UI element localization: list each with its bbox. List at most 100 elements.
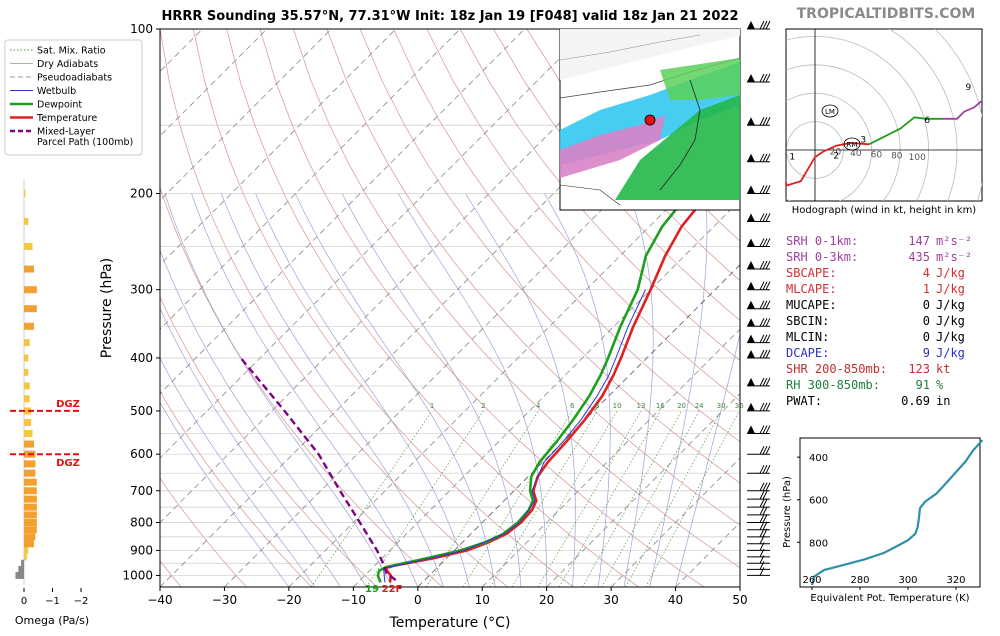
isotherm-line [160,29,719,587]
isotherm-line [160,29,525,395]
isotherm-line [160,29,590,459]
x-tick-label: 20 [539,593,554,607]
isotherm-line [288,135,740,587]
wind-barb-flag [765,482,771,492]
wind-barb-flag [762,73,768,83]
wind-barb [747,185,771,194]
wind-barb [747,542,770,551]
wind-barb-flag [759,73,765,83]
pseudoadiabat-line [164,193,393,587]
wind-barb-flag [759,281,765,290]
wind-barb-pennant [747,117,755,126]
pseudoadiabat-line [465,193,576,587]
wind-barb [747,498,770,508]
wind-barb-flag [765,445,771,455]
wind-barb-flag [759,542,765,551]
wind-barb-pennant [747,73,755,82]
wind-barb-flag [759,402,765,412]
wind-barb-pennant [747,238,755,247]
index-unit: J/kg [936,330,965,344]
skewt-frame [159,28,741,588]
wind-barb-flag [762,213,768,222]
index-value: 91 [916,378,930,392]
wind-barb-flag [759,521,765,530]
wind-barb [747,213,771,222]
wind-barb-flag [762,349,768,359]
index-label: PWAT: [786,394,822,408]
skewt-ylabel: Pressure (hPa) [99,258,115,358]
omega-bar [24,511,37,519]
mixing-ratio-label: 30 [717,402,726,410]
wind-barb-pennant [747,425,755,434]
legend-label: Dry Adiabats [37,59,98,70]
wind-barb [747,318,771,327]
wind-barbs [747,20,771,576]
theta-e-ylabel: Pressure (hPa) [782,476,793,548]
omega-bar [24,395,30,403]
omega-bar [24,242,33,250]
location-map [559,28,741,211]
wind-barb-flag [762,490,768,500]
wind-barb-flag [762,116,768,126]
omega-bar [24,518,37,526]
hodograph-height-label: 1 [789,153,795,163]
index-label: MLCAPE: [786,282,837,296]
index-unit: J/kg [936,314,965,328]
index-unit: J/kg [936,298,965,312]
mixing-ratio-line [489,410,598,587]
wind-barb-flag [759,185,765,194]
brand-logo[interactable]: TROPICALTIDBITS.COM [797,6,976,22]
dry-adiabat-line [426,29,740,402]
omega-bar [24,368,29,376]
wind-barb-flag [765,238,771,247]
mixing-ratio-line [537,410,642,587]
wind-barb [747,20,771,30]
hodograph-ring-label: 20 [830,147,842,157]
theta-e-panel: 260 280 300 320 400 600 800 Equivalent Pot. Te… [782,437,984,604]
index-unit: J/kg [936,346,965,360]
wind-barb-flag [765,281,771,290]
omega-bar [24,322,34,330]
wind-barb-pennant [747,153,755,162]
wind-barb-flag [765,300,771,309]
wind-barb-flag [765,73,771,83]
wind-barb-flag [762,506,768,516]
pseudoadiabat-line [675,332,740,587]
legend-label: Pseudoadiabats [37,73,112,84]
index-label: RH 300-850mb: [786,378,880,392]
index-value: 9 [923,346,930,360]
x-tick-label: 40 [668,593,683,607]
index-value: 1 [923,282,930,296]
mixing-ratio-label: 24 [695,402,704,410]
index-value: 147 [908,234,930,248]
wind-barb-flag [759,506,765,516]
isotherm-line [481,328,740,587]
wind-barb-flag [759,300,765,309]
wind-barb [747,402,771,412]
wind-barb-pennant [747,377,755,386]
mixing-ratio-label: 6 [570,402,575,410]
dry-adiabat-line [293,29,740,569]
omega-bar [24,265,34,273]
isotherm-line [224,70,740,587]
mixing-ratio-label: 13 [637,402,646,410]
wind-barb-flag [759,514,765,523]
wind-barb-flag [759,377,765,387]
wind-barb-flag [765,116,771,126]
wind-barb [747,260,771,270]
wind-barb-flag [762,482,768,492]
wind-barb-flag [765,260,771,270]
index-unit: m²s⁻² [936,234,972,248]
pseudoadiabat-line [160,357,315,587]
profile-wetbulb [383,289,646,583]
wind-barb-flag [762,281,768,290]
wind-barb-flag [759,498,765,508]
hodograph-trace [868,116,943,146]
pseudoadiabat-line [191,193,419,587]
hodograph-frame [785,28,983,202]
wind-barb-flag [762,521,768,530]
hodograph-trace [942,99,982,120]
omega-bar [24,217,29,225]
wind-barb-flag [762,498,768,508]
omega-tick-label: 0 [21,596,27,607]
